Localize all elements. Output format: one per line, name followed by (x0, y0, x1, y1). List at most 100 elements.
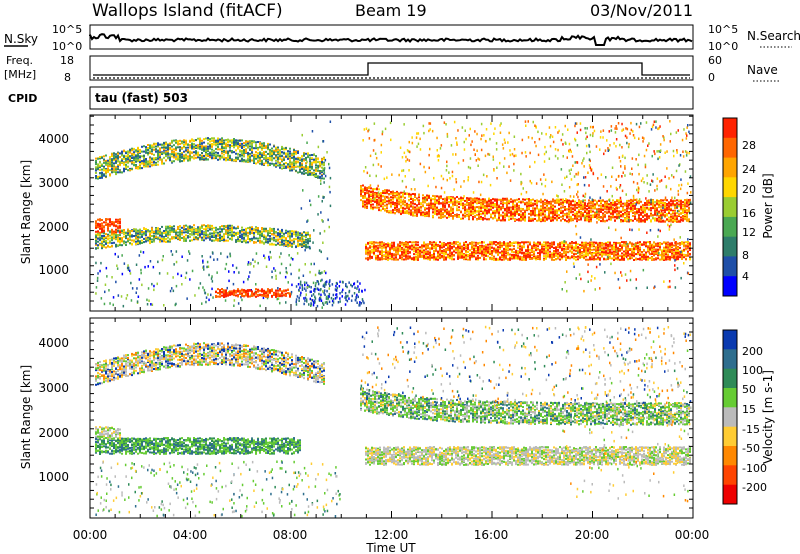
echo-cell (123, 305, 125, 308)
echo-cell (410, 198, 412, 200)
echo-cell (510, 209, 512, 211)
echo-cell (115, 158, 117, 160)
echo-cell (219, 228, 221, 230)
echo-cell (283, 240, 285, 242)
echo-cell (137, 168, 139, 170)
echo-cell (189, 153, 191, 155)
echo-cell (211, 153, 213, 155)
echo-cell (400, 210, 402, 212)
echo-cell (532, 199, 534, 201)
echo-cell (213, 140, 215, 142)
echo-cell (342, 281, 344, 284)
echo-cell (119, 238, 121, 240)
echo-cell (472, 218, 474, 220)
echo-cell (157, 156, 159, 158)
echo-cell (237, 240, 239, 242)
echo-cell (279, 230, 281, 232)
echo-cell (183, 154, 185, 156)
echo-cell (438, 211, 440, 213)
echo-cell (247, 227, 249, 229)
echo-cell (329, 301, 331, 304)
echo-cell (215, 156, 217, 158)
echo-cell (476, 197, 478, 199)
echo-cell (418, 196, 420, 198)
echo-cell (221, 238, 223, 240)
echo-cell (277, 234, 279, 236)
echo-cell (263, 238, 265, 240)
echo-cell (267, 157, 269, 159)
echo-cell (283, 156, 285, 158)
echo-cell (498, 212, 500, 214)
echo-cell (99, 228, 101, 230)
echo-cell (247, 147, 249, 149)
echo-cell (269, 164, 271, 166)
echo-cell (273, 239, 275, 241)
echo-cell (388, 190, 390, 192)
echo-cell (257, 233, 259, 235)
echo-cell (245, 295, 247, 297)
echo-cell (548, 215, 550, 217)
echo-cell (213, 259, 215, 262)
echo-cell (424, 212, 426, 214)
echo-cell (358, 291, 360, 294)
echo-cell (506, 209, 508, 211)
echo-cell (522, 199, 524, 201)
echo-cell (225, 143, 227, 145)
echo-cell (496, 210, 498, 212)
echo-cell (227, 256, 229, 259)
echo-cell (97, 230, 99, 232)
echo-cell (97, 277, 99, 280)
echo-cell (299, 238, 301, 240)
echo-cell (251, 140, 253, 142)
echo-cell (422, 211, 424, 213)
echo-cell (115, 225, 117, 227)
echo-cell (149, 163, 151, 165)
echo-cell (328, 295, 330, 298)
echo-cell (404, 197, 406, 199)
echo-cell (530, 212, 532, 214)
echo-cell (468, 202, 470, 204)
echo-cell (315, 169, 317, 171)
echo-cell (257, 147, 259, 149)
echo-cell (253, 147, 255, 149)
echo-cell (291, 169, 293, 171)
echo-cell (420, 210, 422, 212)
echo-cell (107, 238, 109, 240)
echo-cell (474, 215, 476, 217)
echo-cell (314, 290, 316, 293)
echo-cell (322, 290, 324, 293)
echo-cell (297, 252, 299, 255)
echo-cell (556, 215, 558, 217)
echo-cell (241, 139, 243, 141)
echo-cell (560, 219, 562, 221)
echo-cell (297, 240, 299, 242)
echo-cell (141, 231, 143, 233)
echo-cell (173, 263, 175, 266)
echo-cell (378, 207, 380, 209)
echo-cell (159, 147, 161, 149)
echo-cell (562, 218, 564, 220)
echo-cell (137, 160, 139, 162)
echo-cell (528, 213, 530, 215)
echo-cell (304, 299, 306, 302)
echo-cell (181, 160, 183, 162)
echo-cell (253, 158, 255, 160)
echo-cell (193, 140, 195, 142)
echo-cell (147, 303, 149, 306)
echo-cell (185, 234, 187, 236)
echo-cell (410, 213, 412, 215)
echo-cell (275, 150, 277, 152)
echo-cell (151, 239, 153, 241)
echo-cell (211, 277, 213, 280)
echo-cell (384, 192, 386, 194)
echo-cell (189, 151, 191, 153)
echo-cell (95, 225, 97, 227)
echo-cell (309, 160, 311, 162)
echo-cell (241, 241, 243, 243)
echo-cell (285, 230, 287, 232)
echo-cell (299, 158, 301, 160)
echo-cell (289, 161, 291, 163)
echo-cell (251, 228, 253, 230)
echo-cell (452, 212, 454, 214)
echo-cell (532, 210, 534, 212)
